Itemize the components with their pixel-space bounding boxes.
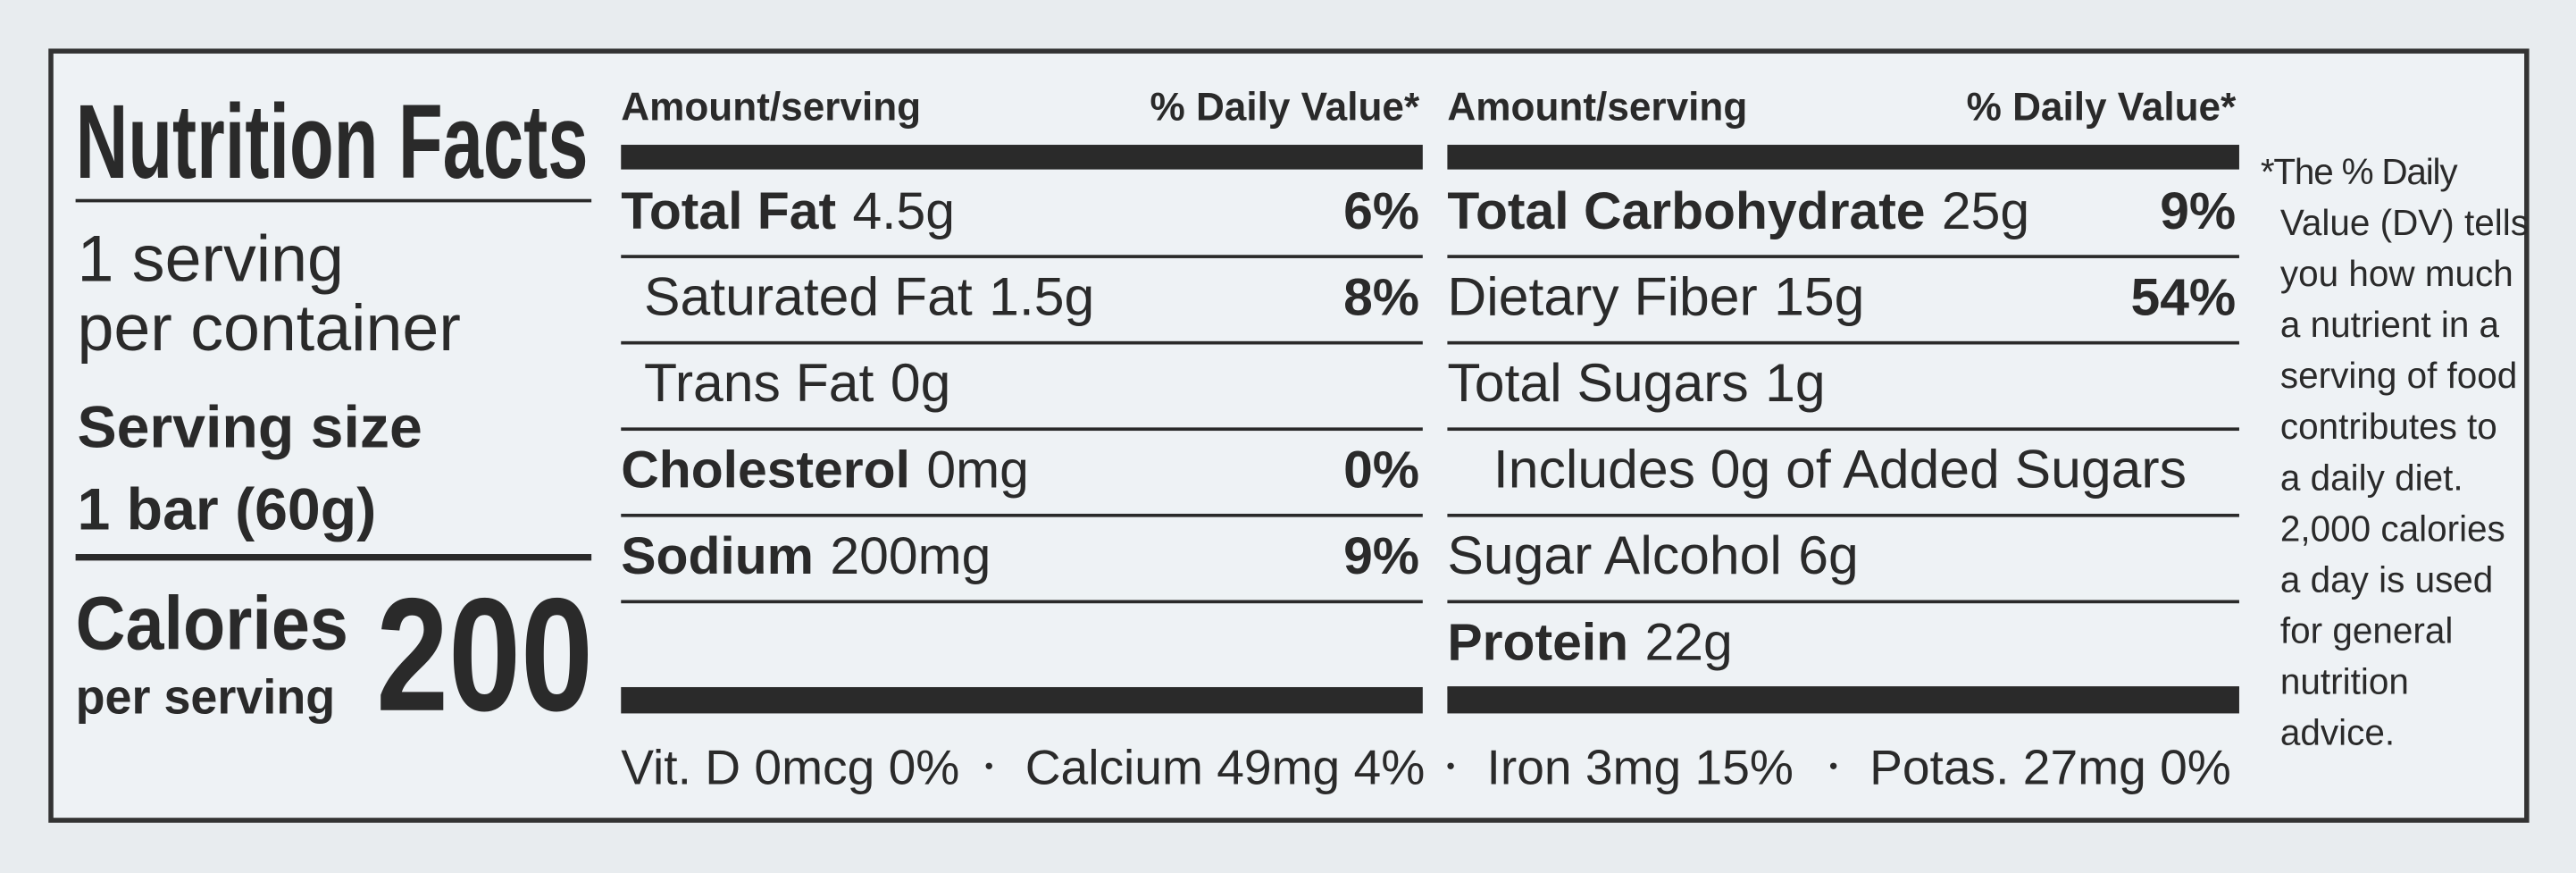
nutrient-dv: 6% [1343,182,1419,240]
row-divider [621,255,1423,258]
footnote: a nutrient in a [2280,304,2500,345]
footnote: for general [2280,609,2453,651]
serving-size-label: Serving size [77,394,422,460]
header-amount: Amount/serving [1447,85,1747,129]
nutrient-name: Total Sugars [1447,352,1748,413]
nutrient-amount: 0g [891,352,951,413]
nutrient-amount: 22g [1645,614,1733,672]
nutrient-dv: 0% [1343,441,1419,499]
nutrient-amount: 15g [1774,265,1864,326]
separator-dot [985,762,992,769]
header-amount: Amount/serving [621,85,921,129]
nutrient-row: Includes 0g of Added Sugars [1493,439,2187,499]
nutrient-name: Dietary Fiber [1447,265,1757,326]
nutrient-row: Saturated Fat 1.5g [644,265,1094,326]
calories-value: 200 [376,566,593,745]
row-divider [621,340,1423,345]
divider [75,198,592,203]
vitamin: Calcium 49mg 4% [1025,740,1426,795]
nutrient-name: Sugar Alcohol [1447,525,1782,585]
nutrient-amount: 1.5g [989,265,1094,326]
nutrient-row: Total Sugars 1g [1447,352,1825,413]
servings: 1 serving [77,222,344,296]
nutrient-name: Sodium [621,527,814,585]
footnote: serving of food [2280,355,2517,396]
divider [75,554,592,561]
nutrient-name: Includes 0g of Added Sugars [1493,439,2187,499]
thick-bar [621,686,1423,714]
header-dv: % Daily Value* [1967,85,2237,129]
footnote: a daily diet. [2280,457,2463,498]
nutrient-name: Trans Fat [644,352,874,413]
separator-dot [1447,762,1454,769]
header-dv: % Daily Value* [1150,85,1420,129]
separator-dot [1829,762,1837,769]
row-divider [621,513,1423,517]
nutrient-amount: 200mg [830,527,991,585]
nutrient-row: Total Carbohydrate 25g [1447,182,2029,240]
nutrient-amount: 6g [1798,525,1859,585]
nutrient-name: Protein [1447,614,1628,672]
nutrient-row: Protein 22g [1447,614,1732,672]
calories-label: Calories [76,581,348,666]
row-divider [1447,255,2239,258]
nutrient-dv: 9% [1343,527,1419,585]
nutrient-dv: 54% [2130,268,2236,326]
footnote: 2,000 calories [2280,508,2505,549]
servings: per container [77,290,460,365]
nutrient-amount: 25g [1942,182,2029,240]
title: Nutrition Facts [76,82,589,200]
nutrient-dv: 8% [1343,268,1419,326]
serving-size-value: 1 bar (60g) [77,476,376,542]
row-divider [621,427,1423,432]
thick-bar [1447,686,2239,714]
row-divider [1447,600,2239,604]
footnote: *The % Daily [2261,151,2458,192]
nutrient-row: Trans Fat 0g [644,352,950,413]
vitamin: Iron 3mg 15% [1487,740,1794,795]
footnote: Value (DV) tells [2280,202,2529,243]
nutrient-amount: 0mg [926,441,1028,499]
thick-bar [1447,145,2239,170]
footnote: a day is used [2280,558,2493,600]
row-divider [1447,340,2239,345]
nutrient-row: Total Fat 4.5g [621,182,955,240]
nutrient-amount: 1g [1765,352,1826,413]
footnote: nutrition [2280,660,2409,701]
vitamin: Vit. D 0mcg 0% [621,740,959,795]
footnote: you how much [2280,253,2513,294]
calories-sublabel: per serving [76,668,336,724]
footnote: contributes to [2280,406,2497,447]
nutrient-dv: 9% [2160,182,2236,240]
row-divider [1447,427,2239,432]
vitamin: Potas. 27mg 0% [1869,740,2231,795]
row-divider [1447,513,2239,517]
nutrient-amount: 4.5g [852,182,955,240]
row-divider [621,600,1423,604]
nutrient-name: Total Fat [621,182,836,240]
footnote: advice. [2280,711,2395,752]
thick-bar [621,145,1423,170]
nutrient-name: Total Carbohydrate [1447,182,1925,240]
nutrient-row: Cholesterol 0mg [621,441,1029,499]
nutrient-row: Sugar Alcohol 6g [1447,525,1858,585]
nutrient-row: Sodium 200mg [621,527,991,585]
nutrient-row: Dietary Fiber 15g [1447,265,1864,326]
nutrient-name: Saturated Fat [644,265,973,326]
nutrient-name: Cholesterol [621,441,910,499]
